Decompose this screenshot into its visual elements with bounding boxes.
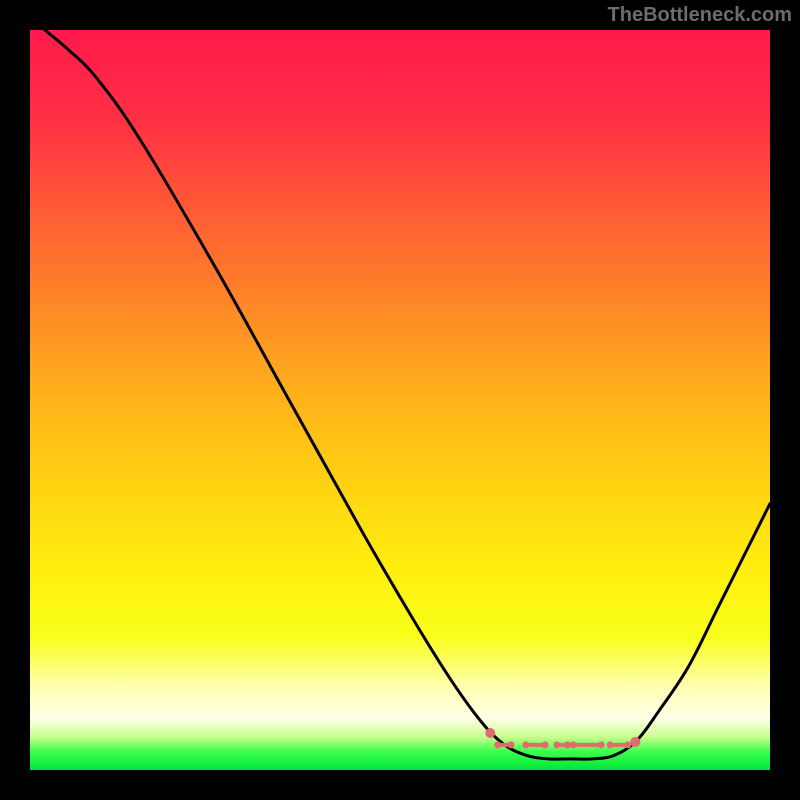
chart-root: TheBottleneck.com [0, 0, 800, 800]
marker-dot-small [508, 741, 515, 748]
curve-layer [30, 30, 770, 770]
watermark-text: TheBottleneck.com [608, 4, 792, 27]
marker-dot-small [522, 741, 529, 748]
bottleneck-curve [45, 30, 770, 759]
plot-area [30, 30, 770, 770]
marker-dot-small [553, 741, 560, 748]
marker-dot-small [570, 741, 577, 748]
marker-dot-small [607, 741, 614, 748]
marker-dot-small [542, 741, 549, 748]
marker-dot-main [485, 728, 495, 738]
marker-dot-small [598, 741, 605, 748]
marker-dot-small [494, 741, 501, 748]
marker-dot-main [630, 737, 640, 747]
marker-layer [485, 728, 640, 748]
